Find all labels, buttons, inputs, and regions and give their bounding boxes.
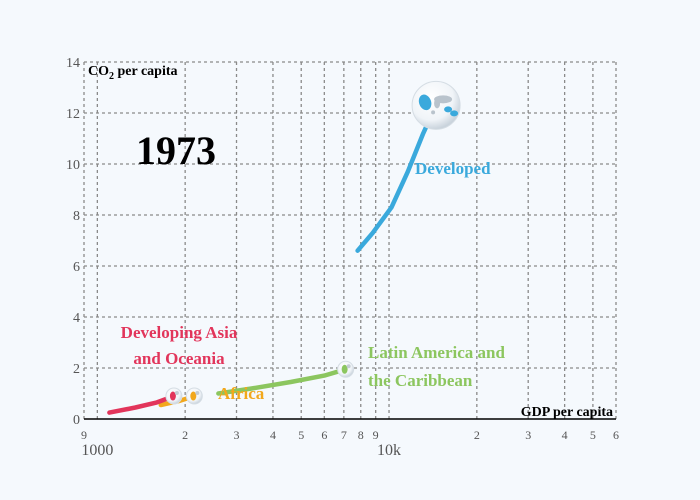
y-tick-label: 4 — [73, 311, 80, 326]
series-label-latin-america-and-the-caribbean: Latin America and the Caribbean — [368, 343, 505, 390]
series-line-developing-asia-and-oceania — [107, 393, 177, 415]
x-tick-label: 9 — [373, 428, 379, 442]
x-tick-label: 8 — [358, 428, 364, 442]
x-tick-label: 10k — [377, 442, 401, 459]
y-tick-label: 10 — [66, 158, 80, 173]
series-line-developed — [355, 103, 439, 253]
series-line-latin-america-and-the-caribbean — [216, 367, 348, 396]
y-tick-label: 12 — [66, 107, 80, 122]
year-label: 1973 — [136, 128, 216, 173]
y-tick-label: 2 — [73, 362, 80, 377]
x-tick-label: 9 — [81, 428, 87, 442]
globe-asia-icon — [165, 387, 183, 405]
x-tick-label: 6 — [321, 428, 327, 442]
x-tick-label: 4 — [562, 428, 568, 442]
x-tick-label: 5 — [298, 428, 304, 442]
y-tick-label: 14 — [66, 56, 80, 71]
globe-latin-america-icon — [337, 360, 355, 378]
x-tick-label: 2 — [182, 428, 188, 442]
series-icons — [165, 80, 461, 405]
globe-africa-icon — [185, 387, 203, 405]
globe-developed-icon — [411, 80, 461, 130]
y-tick-label: 6 — [73, 260, 80, 275]
x-tick-label: 5 — [590, 428, 596, 442]
x-tick-label: 1000 — [81, 442, 113, 459]
x-tick-label: 6 — [613, 428, 619, 442]
y-tick-label: 8 — [73, 209, 80, 224]
x-tick-label: 4 — [270, 428, 276, 442]
y-tick-label: 0 — [73, 413, 80, 428]
x-axis-title: GDP per capita — [521, 405, 613, 420]
x-tick-label: 7 — [341, 428, 347, 442]
series-label-developed: Developed — [415, 159, 491, 178]
x-tick-label: 2 — [474, 428, 480, 442]
y-axis-ticks: 0 2 4 6 8 10 12 14 — [66, 56, 80, 428]
series-label-africa: Africa — [218, 384, 265, 403]
series-labels: Developed Latin America and the Caribbean A… — [121, 159, 506, 403]
y-axis-title: CO2 per capita — [88, 64, 178, 82]
x-tick-label: 3 — [234, 428, 240, 442]
x-tick-label: 3 — [525, 428, 531, 442]
series-label-developing-asia-and-oceania: Developing Asia and Oceania — [121, 323, 238, 368]
